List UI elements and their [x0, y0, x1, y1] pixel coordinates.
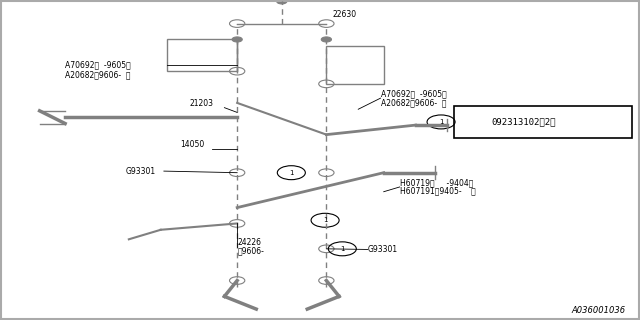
Text: 22630: 22630 — [333, 10, 357, 19]
Circle shape — [276, 0, 287, 4]
Text: A70692（  -9605）: A70692（ -9605） — [65, 60, 131, 69]
Text: H60719（     -9404）: H60719（ -9404） — [399, 178, 473, 187]
FancyBboxPatch shape — [326, 46, 384, 84]
FancyBboxPatch shape — [167, 39, 237, 71]
FancyBboxPatch shape — [454, 106, 632, 138]
Text: 1: 1 — [439, 119, 444, 125]
Text: 1: 1 — [289, 170, 294, 176]
Text: G93301: G93301 — [125, 167, 156, 176]
Text: 14050: 14050 — [180, 140, 204, 149]
Text: 1: 1 — [340, 246, 344, 252]
Text: A70692（  -9605）: A70692（ -9605） — [381, 89, 446, 98]
Text: G93301: G93301 — [368, 245, 398, 254]
Text: 24226: 24226 — [237, 238, 261, 247]
Text: A20682（9606-  ）: A20682（9606- ） — [65, 70, 131, 79]
Text: 1: 1 — [323, 217, 327, 223]
Text: H607191（9405-    ）: H607191（9405- ） — [399, 186, 476, 195]
Text: 21203: 21203 — [189, 99, 213, 108]
Circle shape — [232, 37, 243, 42]
Text: A036001036: A036001036 — [572, 307, 626, 316]
Text: （9606-: （9606- — [237, 246, 264, 255]
Text: 092313102（2）: 092313102（2） — [492, 117, 556, 126]
Text: A20682（9606-  ）: A20682（9606- ） — [381, 99, 446, 108]
Circle shape — [321, 37, 332, 42]
